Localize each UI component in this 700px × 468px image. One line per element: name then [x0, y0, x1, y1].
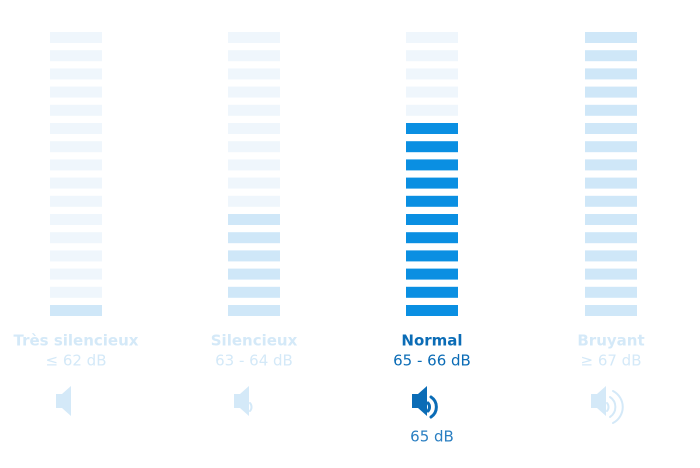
sound-wave	[426, 401, 431, 413]
filled-bar	[585, 68, 637, 80]
level-column	[50, 32, 102, 316]
empty-bar	[228, 32, 280, 43]
speaker-icon	[591, 386, 606, 416]
filled-bar	[585, 286, 637, 298]
empty-bar	[228, 195, 280, 207]
empty-bar	[50, 214, 102, 225]
empty-bar	[50, 177, 102, 189]
filled-bar	[228, 232, 280, 244]
level-range: 65 - 66 dB	[393, 352, 471, 370]
filled-bar	[585, 268, 637, 280]
level-range: 63 - 64 dB	[215, 352, 293, 370]
filled-bar	[406, 286, 458, 298]
empty-bar	[50, 268, 102, 280]
filled-bar	[585, 214, 637, 225]
empty-bar	[50, 250, 102, 262]
empty-bar	[228, 123, 280, 134]
filled-bar	[406, 123, 458, 134]
filled-bar	[585, 141, 637, 153]
current-level: 65 dB	[410, 428, 454, 446]
filled-bar	[228, 214, 280, 225]
empty-bar	[50, 68, 102, 80]
filled-bar	[406, 195, 458, 207]
empty-bar	[50, 86, 102, 98]
filled-bar	[228, 250, 280, 262]
empty-bar	[406, 104, 458, 116]
empty-bar	[228, 104, 280, 116]
filled-bar	[406, 177, 458, 189]
level-column	[585, 32, 637, 316]
filled-bar	[585, 159, 637, 171]
filled-bar	[228, 305, 280, 316]
level-range: ≥ 67 dB	[580, 352, 641, 370]
filled-bar	[585, 195, 637, 207]
empty-bar	[50, 195, 102, 207]
filled-bar	[585, 250, 637, 262]
level-column	[406, 32, 458, 316]
filled-bar	[585, 123, 637, 134]
speaker-icon	[412, 386, 427, 416]
empty-bar	[228, 159, 280, 171]
empty-bar	[50, 286, 102, 298]
empty-bar	[50, 104, 102, 116]
level-column	[228, 32, 280, 316]
empty-bar	[50, 32, 102, 43]
filled-bar	[228, 268, 280, 280]
empty-bar	[50, 123, 102, 134]
level-label: Bruyant	[577, 332, 644, 350]
filled-bar	[406, 305, 458, 316]
filled-bar	[406, 268, 458, 280]
filled-bar	[585, 86, 637, 98]
filled-bar	[50, 305, 102, 316]
empty-bar	[50, 159, 102, 171]
level-label: Silencieux	[211, 332, 298, 350]
level-label: Normal	[401, 332, 462, 350]
sound-wave	[249, 402, 253, 412]
empty-bar	[50, 141, 102, 153]
speaker-icon	[56, 386, 71, 416]
speaker-icon	[234, 386, 249, 416]
empty-bar	[228, 141, 280, 153]
empty-bar	[228, 50, 280, 62]
empty-bar	[406, 68, 458, 80]
filled-bar	[585, 32, 637, 43]
empty-bar	[228, 68, 280, 80]
filled-bar	[228, 286, 280, 298]
level-label: Très silencieux	[14, 332, 139, 350]
filled-bar	[406, 232, 458, 244]
empty-bar	[406, 32, 458, 43]
empty-bar	[406, 50, 458, 62]
filled-bar	[585, 232, 637, 244]
sound-wave	[429, 395, 438, 419]
empty-bar	[228, 177, 280, 189]
sound-wave	[609, 396, 617, 418]
filled-bar	[585, 104, 637, 116]
filled-bar	[406, 159, 458, 171]
level-range: ≤ 62 dB	[45, 352, 106, 370]
empty-bar	[228, 86, 280, 98]
empty-bar	[406, 86, 458, 98]
sound-wave	[606, 402, 610, 412]
filled-bar	[406, 250, 458, 262]
filled-bar	[585, 177, 637, 189]
filled-bar	[406, 141, 458, 153]
empty-bar	[50, 232, 102, 244]
filled-bar	[406, 214, 458, 225]
sound-wave	[612, 390, 624, 424]
empty-bar	[50, 50, 102, 62]
filled-bar	[585, 50, 637, 62]
filled-bar	[585, 305, 637, 316]
